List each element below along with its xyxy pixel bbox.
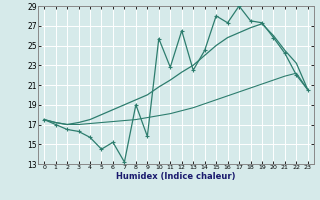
X-axis label: Humidex (Indice chaleur): Humidex (Indice chaleur) xyxy=(116,172,236,181)
